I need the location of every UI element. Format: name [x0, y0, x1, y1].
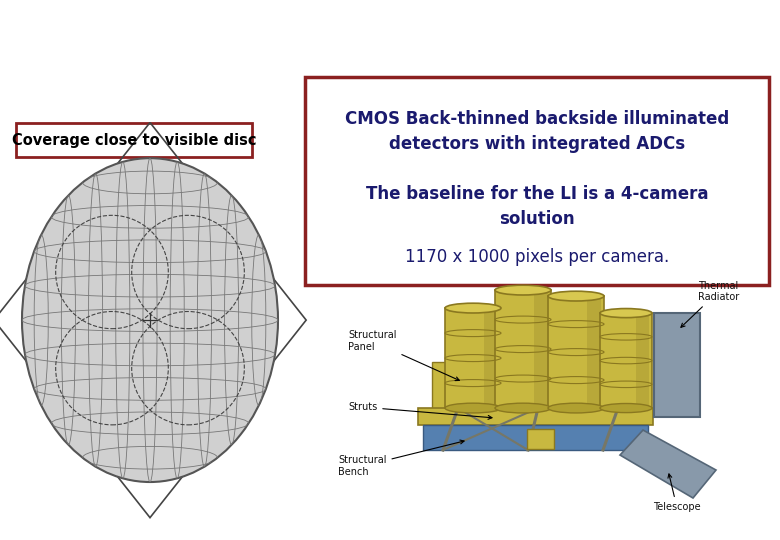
Text: Coverage close to visible disc: Coverage close to visible disc [12, 133, 257, 147]
FancyBboxPatch shape [527, 429, 554, 449]
Ellipse shape [600, 308, 652, 318]
Text: Telescope: Telescope [653, 474, 700, 512]
FancyBboxPatch shape [16, 123, 252, 157]
Polygon shape [423, 425, 648, 450]
Ellipse shape [600, 403, 652, 413]
FancyBboxPatch shape [305, 77, 769, 285]
FancyBboxPatch shape [445, 308, 501, 408]
Ellipse shape [495, 285, 551, 295]
Ellipse shape [495, 403, 551, 413]
Text: Structural
Bench: Structural Bench [338, 440, 464, 477]
FancyBboxPatch shape [587, 296, 601, 408]
FancyBboxPatch shape [432, 362, 629, 409]
Polygon shape [418, 408, 653, 425]
Polygon shape [620, 430, 716, 498]
FancyBboxPatch shape [600, 313, 652, 408]
FancyBboxPatch shape [495, 290, 551, 408]
Text: The baseline for the LI is a 4-camera
solution: The baseline for the LI is a 4-camera so… [366, 185, 708, 228]
Text: Lightning Imager (LI) main characteristics: Lightning Imager (LI) main characteristi… [16, 21, 675, 49]
Text: Thermal
Radiator: Thermal Radiator [681, 280, 739, 327]
Text: Structural
Panel: Structural Panel [348, 330, 459, 381]
Ellipse shape [548, 403, 604, 413]
Text: CMOS Back-thinned backside illuminated
detectors with integrated ADCs: CMOS Back-thinned backside illuminated d… [345, 110, 729, 153]
Text: 1170 x 1000 pixels per camera.: 1170 x 1000 pixels per camera. [405, 248, 669, 266]
Ellipse shape [22, 158, 278, 482]
FancyBboxPatch shape [654, 313, 700, 417]
Text: Struts: Struts [348, 402, 492, 420]
FancyBboxPatch shape [636, 313, 650, 408]
FancyBboxPatch shape [548, 296, 604, 408]
FancyBboxPatch shape [484, 308, 498, 408]
FancyBboxPatch shape [534, 290, 548, 408]
Ellipse shape [548, 291, 604, 301]
Ellipse shape [445, 303, 501, 313]
Ellipse shape [445, 403, 501, 413]
